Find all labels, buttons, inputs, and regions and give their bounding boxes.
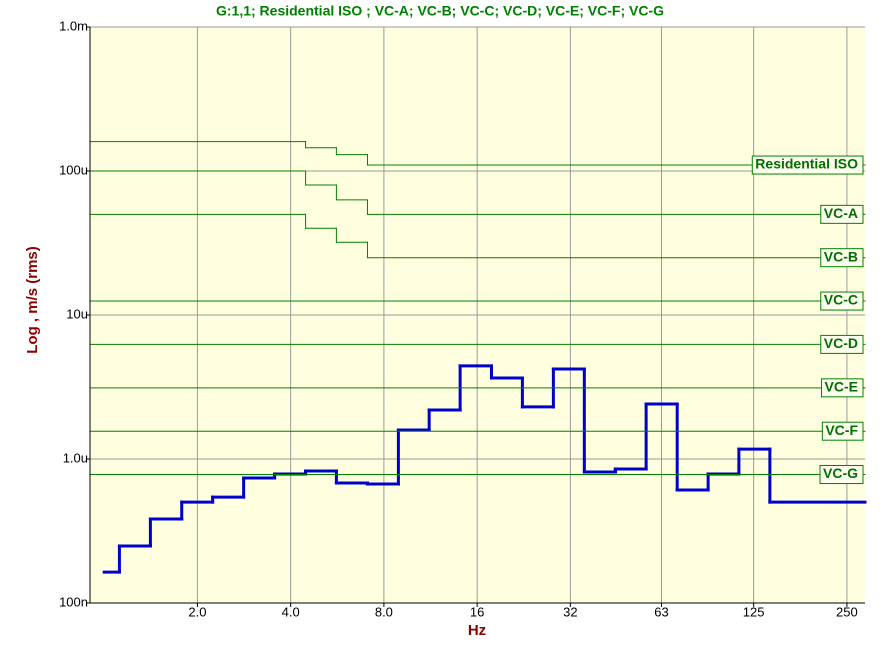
- x-tick-label: 250: [836, 604, 858, 619]
- legend-label: VC-D: [824, 335, 858, 351]
- grid: [86, 26, 865, 607]
- legend-label: VC-E: [825, 379, 858, 395]
- marks: [89, 141, 867, 574]
- x-tick-label: 2.0: [188, 604, 206, 619]
- legend-label: Residential ISO: [755, 156, 858, 172]
- legend-box: [821, 421, 864, 441]
- y-axis-label: Log , m/s (rms): [24, 246, 41, 354]
- legend-box: [820, 334, 864, 354]
- legend-entry: VC-C: [820, 291, 864, 311]
- x-tick-label: 8.0: [375, 604, 393, 619]
- legend-box: [819, 465, 864, 485]
- legend-label: VC-B: [824, 248, 858, 264]
- x-tick-label: 125: [743, 604, 765, 619]
- legend-entry: VC-E: [821, 378, 864, 398]
- chart-title: G:1,1; Residential ISO ; VC-A; VC-B; VC-…: [216, 3, 664, 19]
- x-tick-label: 4.0: [282, 604, 300, 619]
- legend-entry: VC-D: [820, 334, 864, 354]
- legend-box: [820, 204, 864, 224]
- x-axis-label: Hz: [468, 622, 486, 639]
- legend-box: [820, 291, 864, 311]
- legend-entry: VC-B: [820, 248, 864, 268]
- legend-label: VC-A: [824, 205, 858, 221]
- legend-entry: VC-F: [821, 421, 864, 441]
- y-tick-label: 1.0m: [59, 18, 88, 33]
- legend-label: VC-F: [825, 422, 858, 438]
- legend-box: [820, 248, 864, 268]
- legend-entry: Residential ISO: [751, 155, 864, 175]
- y-tick-label: 100n: [59, 594, 88, 609]
- legend-label: VC-C: [824, 292, 858, 308]
- legend-box: [751, 155, 864, 175]
- x-tick-label: 16: [470, 604, 484, 619]
- y-tick-label: 1.0u: [63, 450, 88, 465]
- x-tick-label: 32: [563, 604, 577, 619]
- x-tick-label: 63: [654, 604, 668, 619]
- y-tick-label: 10u: [66, 306, 88, 321]
- legend-label: VC-G: [823, 465, 858, 481]
- y-tick-label: 100u: [59, 162, 88, 177]
- legend-box: [821, 378, 864, 398]
- legend-entry: VC-G: [819, 465, 864, 485]
- legend-entry: VC-A: [820, 204, 864, 224]
